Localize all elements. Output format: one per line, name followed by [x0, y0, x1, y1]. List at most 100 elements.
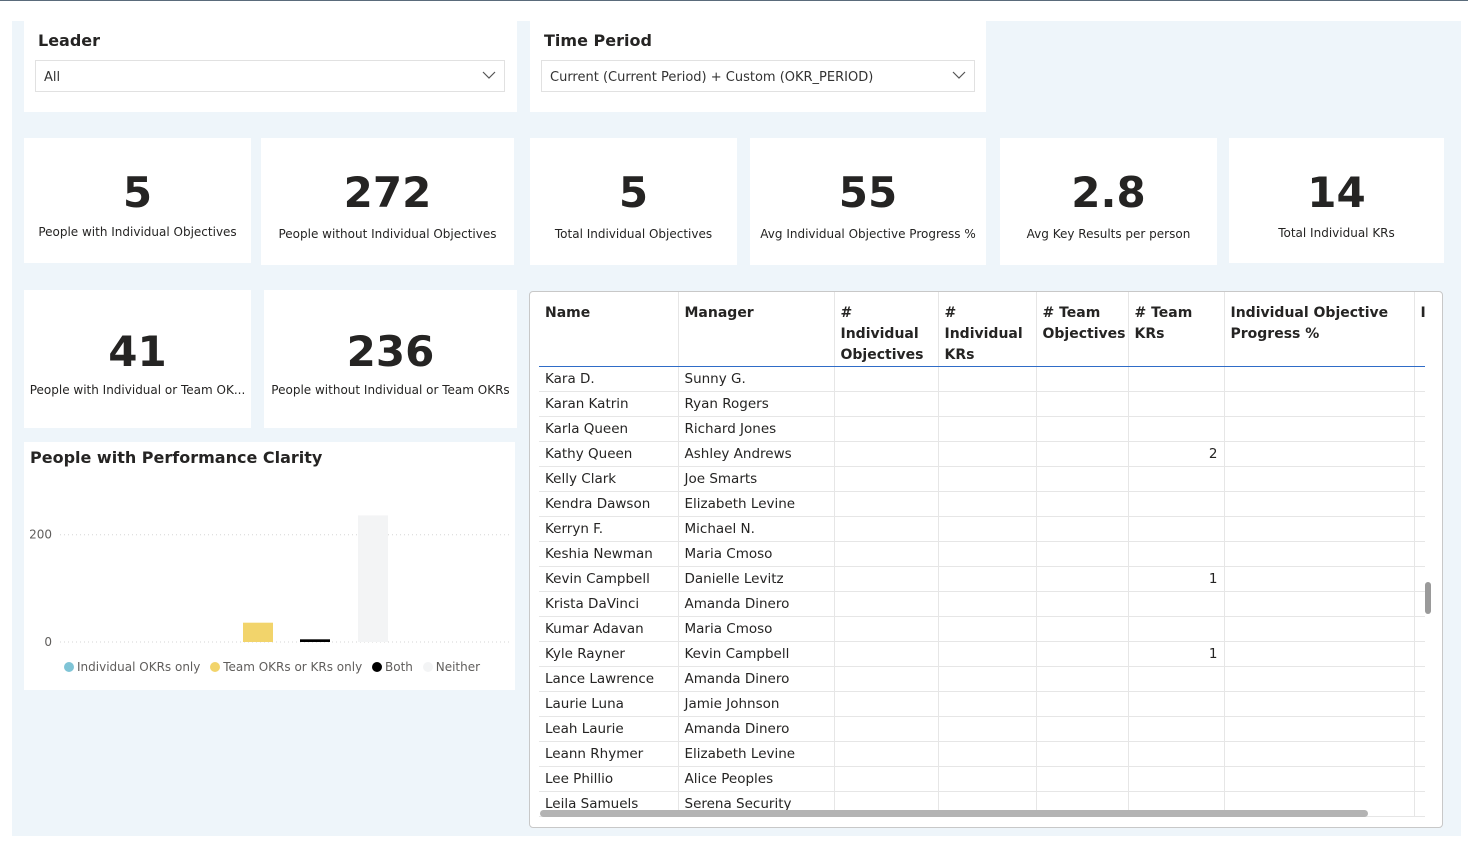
table-row[interactable]: Kerryn F. Michael N. — [539, 516, 1425, 542]
table-cell — [1035, 391, 1128, 417]
table-cell: Elizabeth Levine — [677, 491, 834, 517]
table-cell — [1223, 691, 1414, 717]
table-cell — [1413, 741, 1425, 767]
kpi-label: Total Individual Objectives — [554, 227, 713, 241]
table-row[interactable]: Lee Phillio Alice Peoples — [539, 766, 1425, 792]
table-cell — [1413, 766, 1425, 792]
table-cell — [937, 666, 1036, 692]
leader-dropdown[interactable]: All — [35, 60, 505, 92]
table-row[interactable]: Kumar Adavan Maria Cmoso — [539, 616, 1425, 642]
legend-item-neither[interactable]: Neither — [422, 660, 481, 674]
legend-item-team[interactable]: Team OKRs or KRs only — [210, 660, 362, 674]
table-cell — [833, 566, 938, 592]
table-cell — [1035, 491, 1128, 517]
kpi-value: 55 — [838, 168, 898, 217]
table-cell: Maria Cmoso — [677, 541, 834, 567]
column-header[interactable]: # Team KRs — [1127, 292, 1224, 367]
table-row[interactable]: Kara D. Sunny G. — [539, 366, 1425, 392]
table-cell — [1223, 366, 1414, 392]
table-cell — [1035, 466, 1128, 492]
table-row[interactable]: Kendra Dawson Elizabeth Levine — [539, 491, 1425, 517]
legend-label: Individual OKRs only — [77, 660, 201, 674]
column-header[interactable]: I — [1413, 292, 1426, 367]
table-cell — [937, 391, 1036, 417]
table-cell — [937, 541, 1036, 567]
table-cell — [833, 591, 938, 617]
kpi-label: People with Individual or Team OK... — [29, 383, 246, 397]
table-row[interactable]: Laurie Luna Jamie Johnson — [539, 691, 1425, 717]
column-header[interactable]: # Individual KRs — [937, 292, 1036, 367]
table-cell — [1223, 741, 1414, 767]
horizontal-scrollbar[interactable] — [540, 810, 1368, 817]
table-cell: Karla Queen — [539, 416, 678, 442]
table-row[interactable]: Krista DaVinci Amanda Dinero — [539, 591, 1425, 617]
kpi-value: 41 — [108, 327, 167, 376]
kpi-value: 272 — [343, 168, 432, 217]
table-cell: Amanda Dinero — [677, 716, 834, 742]
table-cell: Kevin Campbell — [677, 641, 834, 667]
table-cell: Richard Jones — [677, 416, 834, 442]
kpi-value: 5 — [618, 168, 649, 217]
column-header[interactable]: Individual Objective Progress % — [1223, 292, 1414, 367]
table-cell — [1035, 616, 1128, 642]
table-row[interactable]: Karan Katrin Ryan Rogers — [539, 391, 1425, 417]
table-cell: Kyle Rayner — [539, 641, 678, 667]
column-header[interactable]: # Individual Objectives — [833, 292, 938, 367]
table-row[interactable]: Kyle Rayner Kevin Campbell 1 — [539, 641, 1425, 667]
table-cell — [937, 716, 1036, 742]
legend-label: Neither — [435, 660, 481, 674]
kpi-value: 2.8 — [1071, 168, 1146, 217]
table-cell: Kumar Adavan — [539, 616, 678, 642]
table-cell — [1035, 666, 1128, 692]
table-cell — [833, 466, 938, 492]
table-cell — [833, 541, 938, 567]
column-header[interactable]: Name — [539, 292, 678, 367]
kpi-avg-key-results: 2.8 Avg Key Results per person — [1000, 138, 1217, 265]
kpi-total-individual-objectives: 5 Total Individual Objectives — [530, 138, 737, 265]
table-cell: Keshia Newman — [539, 541, 678, 567]
table-row[interactable]: Leann Rhymer Elizabeth Levine — [539, 741, 1425, 767]
time-period-dropdown[interactable]: Current (Current Period) + Custom (OKR_P… — [541, 60, 975, 92]
table-cell: Kara D. — [539, 366, 678, 392]
table-cell — [1223, 466, 1414, 492]
kpi-people-with-any-okrs: 41 People with Individual or Team OK... — [24, 290, 251, 428]
table-cell — [833, 616, 938, 642]
table-cell — [1223, 566, 1414, 592]
table-row[interactable]: Karla Queen Richard Jones — [539, 416, 1425, 442]
table-cell — [1413, 416, 1425, 442]
table-cell: Lance Lawrence — [539, 666, 678, 692]
chevron-down-icon — [952, 71, 966, 79]
table-cell: Joe Smarts — [677, 466, 834, 492]
table-cell: 1 — [1127, 641, 1224, 667]
table-cell — [1127, 716, 1224, 742]
table-row[interactable]: Kevin Campbell Danielle Levitz 1 — [539, 566, 1425, 592]
table-cell — [833, 391, 938, 417]
table-cell: Laurie Luna — [539, 691, 678, 717]
table-cell — [1413, 516, 1425, 542]
table-row[interactable]: Leah Laurie Amanda Dinero — [539, 716, 1425, 742]
table-row[interactable]: Lance Lawrence Amanda Dinero — [539, 666, 1425, 692]
kpi-people-with-individual-objectives: 5 People with Individual Objectives — [24, 138, 251, 263]
table-row[interactable]: Kelly Clark Joe Smarts — [539, 466, 1425, 492]
table-cell — [1223, 641, 1414, 667]
legend-item-individual[interactable]: Individual OKRs only — [64, 660, 200, 674]
y-tick-label: 200 — [29, 528, 52, 542]
leader-slicer: Leader All — [24, 21, 517, 112]
table-cell — [1035, 441, 1128, 467]
kpi-value: 14 — [1307, 168, 1366, 217]
table-cell — [1035, 591, 1128, 617]
table-cell — [937, 616, 1036, 642]
legend-item-both[interactable]: Both — [372, 660, 413, 674]
table-cell — [1223, 516, 1414, 542]
kpi-label: People with Individual Objectives — [38, 225, 237, 239]
vertical-scrollbar[interactable] — [1425, 582, 1431, 614]
table-cell — [833, 491, 938, 517]
table-row[interactable]: Keshia Newman Maria Cmoso — [539, 541, 1425, 567]
table-cell — [1413, 666, 1425, 692]
column-header[interactable]: # Team Objectives — [1035, 292, 1128, 367]
table-row[interactable]: Kathy Queen Ashley Andrews 2 — [539, 441, 1425, 467]
table-cell — [833, 366, 938, 392]
table-cell — [1035, 766, 1128, 792]
column-header[interactable]: Manager — [677, 292, 834, 367]
table-cell — [833, 766, 938, 792]
